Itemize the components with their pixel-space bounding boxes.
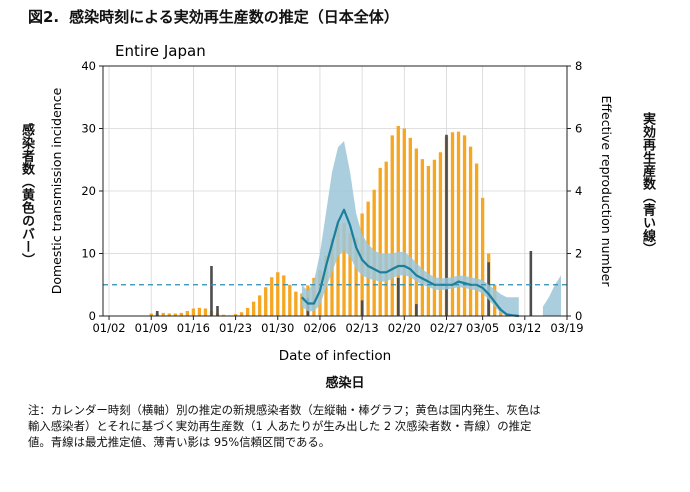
y-tick-label-left: 30: [81, 122, 96, 136]
imported-bar: [529, 251, 533, 316]
x-tick-label: 02/13: [346, 321, 379, 335]
domestic-bar: [402, 128, 406, 316]
figure-title-text: 感染時刻による実効再生産数の推定（日本全体）: [69, 8, 399, 26]
imported-bar: [360, 300, 364, 316]
rt-line: [301, 208, 519, 318]
domestic-bar: [396, 126, 400, 316]
y-tick-label-right: 2: [575, 247, 582, 261]
rt-confidence-band: [301, 141, 519, 316]
domestic-bar: [420, 159, 425, 316]
domestic-bar: [450, 132, 455, 316]
domestic-bar: [149, 313, 153, 316]
domestic-bar: [336, 223, 340, 316]
domestic-bar: [276, 272, 280, 316]
imported-bar: [415, 304, 418, 316]
imported-bar: [155, 311, 159, 316]
x-tick-label: 02/27: [430, 321, 463, 335]
x-axis-label: Date of infection: [279, 348, 392, 364]
figure-number: 図2.: [28, 8, 60, 26]
domestic-bar: [251, 301, 256, 316]
domestic-bar: [330, 238, 334, 316]
y-axis-right-jp-label: 実効再生産数（青い線）: [640, 112, 655, 255]
domestic-bar: [282, 275, 286, 316]
domestic-bar: [384, 161, 388, 316]
note-line: 輸入感染者）とそれに基づく実効再生産数（1 人あたりが生み出した 2 次感染者数…: [28, 419, 532, 433]
imported-bar: [396, 277, 400, 316]
domestic-bar: [408, 137, 412, 316]
domestic-bar: [161, 312, 165, 316]
y-axis-right-label: Effective reproduction number: [599, 96, 614, 288]
domestic-bar: [480, 197, 485, 316]
x-tick-label: 01/23: [219, 321, 252, 335]
domestic-bar: [167, 313, 171, 316]
rt-confidence-band-tail: [542, 275, 561, 316]
x-tick-label: 02/20: [388, 321, 421, 335]
domestic-bar: [390, 135, 394, 316]
note-line: 値。青線は最尤推定値、薄青い影は 95%信頼区間である。: [28, 435, 331, 449]
domestic-bar: [245, 307, 250, 316]
domestic-bar: [348, 232, 352, 316]
domestic-bar: [426, 166, 431, 316]
imported-bar: [216, 306, 219, 316]
y-tick-label-right: 4: [575, 184, 582, 198]
domestic-bar: [414, 148, 419, 316]
y-axis-left-jp-label: 感染者数（黄色のバー）: [19, 123, 34, 266]
figure-title: 図2. 感染時刻による実効再生産数の推定（日本全体）: [28, 6, 399, 27]
domestic-bar: [456, 131, 461, 316]
domestic-bar: [270, 277, 274, 316]
domestic-bar: [197, 307, 202, 316]
domestic-bar: [173, 313, 177, 316]
domestic-bar: [185, 311, 190, 316]
domestic-bar: [294, 291, 298, 316]
imported-bar: [445, 134, 448, 316]
imported-bar: [210, 266, 213, 316]
domestic-bar: [438, 152, 443, 316]
incidence-rt-chart: 0 10 20 30 40 0 2 4 6 8 01/02 01/09 01/16 01/23 01/30 0…: [49, 42, 614, 364]
domestic-bar: [432, 159, 437, 316]
domestic-bar: [354, 238, 358, 316]
domestic-bar: [233, 314, 238, 316]
chart-title: Entire Japan: [115, 42, 206, 60]
domestic-bar: [462, 135, 467, 316]
y-tick-label-left: 40: [81, 59, 96, 73]
y-tick-label-left: 0: [89, 309, 96, 323]
y-tick-label-left: 20: [81, 184, 96, 198]
x-tick-label: 01/02: [92, 321, 125, 335]
domestic-bar: [203, 308, 208, 316]
y-tick-label-right: 0: [575, 309, 582, 323]
domestic-bar: [300, 293, 304, 316]
domestic-bar: [378, 167, 382, 316]
domestic-bar: [191, 308, 196, 316]
x-tick-label: 01/30: [261, 321, 294, 335]
domestic-bar: [264, 287, 268, 316]
note-line: 注：カレンダー時刻（横軸）別の推定の新規感染者数（左縦軸・棒グラフ；黄色は国内発…: [28, 403, 541, 417]
x-tick-label: 01/16: [177, 321, 210, 335]
y-axis-left-label: Domestic transmission incidence: [49, 87, 64, 294]
y-tick-label-right: 6: [575, 122, 582, 136]
domestic-bar: [179, 312, 183, 316]
y-tick-label-left: 10: [81, 247, 96, 261]
x-tick-label: 02/06: [303, 321, 336, 335]
x-tick-label: 03/19: [550, 321, 583, 335]
x-tick-label: 01/09: [135, 321, 168, 335]
domestic-bar: [288, 284, 292, 316]
domestic-bar: [468, 146, 473, 316]
domestic-bar: [342, 222, 346, 316]
x-tick-label: 03/12: [508, 321, 541, 335]
domestic-bar: [474, 163, 479, 316]
domestic-bar: [239, 312, 244, 316]
domestic-bar: [221, 314, 226, 316]
y-tick-label-right: 8: [575, 59, 582, 73]
figure-note: 注：カレンダー時刻（横軸）別の推定の新規感染者数（左縦軸・棒グラフ；黄色は国内発…: [28, 402, 668, 450]
domestic-bar: [258, 295, 262, 316]
x-axis-jp-label: 感染日: [325, 376, 365, 391]
x-tick-label: 03/05: [466, 321, 499, 335]
